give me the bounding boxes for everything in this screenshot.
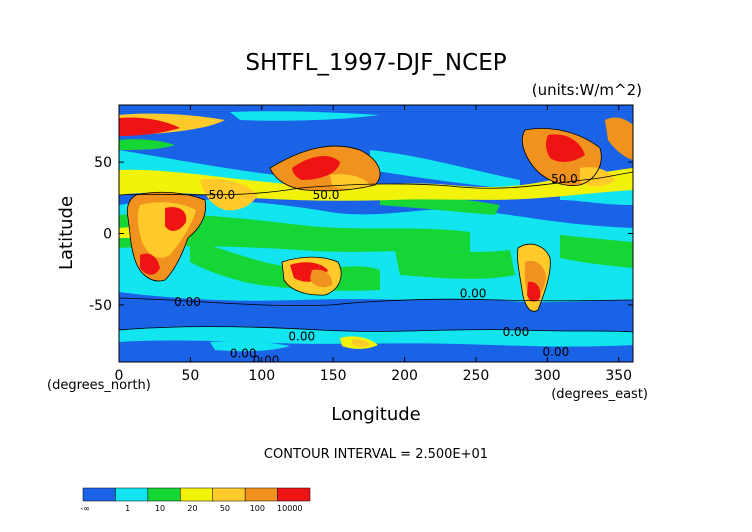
contour-label: 50.0 — [551, 172, 578, 186]
heat-flux-field — [119, 105, 633, 362]
x-unit-label: (degrees_east) — [551, 387, 648, 402]
x-tick-label: 150 — [320, 368, 347, 384]
y-axis: -50 0 50 — [89, 155, 633, 314]
colorbar: -∞ 1 10 20 50 100 10000 — [80, 487, 311, 513]
colorbar-label: 50 — [220, 504, 230, 513]
colorbar-label: 20 — [187, 504, 197, 513]
contour-label: 50.0 — [313, 188, 340, 202]
colorbar-label: 10 — [155, 504, 165, 513]
chart-title: SHTFL_1997-DJF_NCEP — [245, 50, 506, 76]
colorbar-swatch — [115, 487, 149, 502]
y-axis-label: Latitude — [56, 196, 77, 270]
colorbar-swatch — [82, 487, 116, 502]
colorbar-swatch — [212, 487, 246, 502]
x-axis: 0 50 100 150 200 250 300 350 — [115, 105, 632, 384]
y-tick-label: 50 — [94, 155, 112, 171]
contour-label: 0.00 — [460, 286, 487, 300]
contour-label: 0.00 — [174, 295, 201, 309]
x-tick-label: 350 — [605, 368, 632, 384]
contour-label: 50.0 — [208, 188, 235, 202]
colorbar-swatch — [180, 487, 213, 502]
x-tick-label: 300 — [534, 368, 561, 384]
colorbar-swatch — [147, 487, 181, 502]
contour-label: 0.00 — [253, 354, 280, 368]
colorbar-label: -∞ — [80, 504, 90, 513]
x-axis-label: Longitude — [331, 404, 421, 425]
x-tick-label: 50 — [181, 368, 199, 384]
contour-label: 0.00 — [230, 346, 257, 360]
y-tick-label: -50 — [89, 298, 112, 314]
contour-labels: 50.0 50.050.00.000.000.000.000.000.000.00 — [174, 172, 578, 368]
colorbar-label: 10000 — [277, 504, 302, 513]
colorbar-label: 1 — [125, 504, 130, 513]
y-tick-label: 0 — [103, 227, 112, 243]
contour-label: 0.00 — [288, 329, 315, 343]
contour-interval-label: CONTOUR INTERVAL = 2.500E+01 — [264, 447, 488, 462]
colorbar-label: 100 — [250, 504, 265, 513]
contour-label: 0.00 — [503, 325, 530, 339]
x-tick-label: 100 — [248, 368, 275, 384]
colorbar-swatch — [277, 487, 311, 502]
x-tick-label: 250 — [463, 368, 490, 384]
units-label: (units:W/m^2) — [532, 81, 642, 99]
contour-lines — [119, 128, 633, 333]
contour-label: 0.00 — [543, 345, 570, 359]
y-unit-label: (degrees_north) — [47, 378, 151, 393]
x-tick-label: 200 — [391, 368, 418, 384]
colorbar-swatch — [244, 487, 278, 502]
x-tick-label: 0 — [115, 368, 124, 384]
